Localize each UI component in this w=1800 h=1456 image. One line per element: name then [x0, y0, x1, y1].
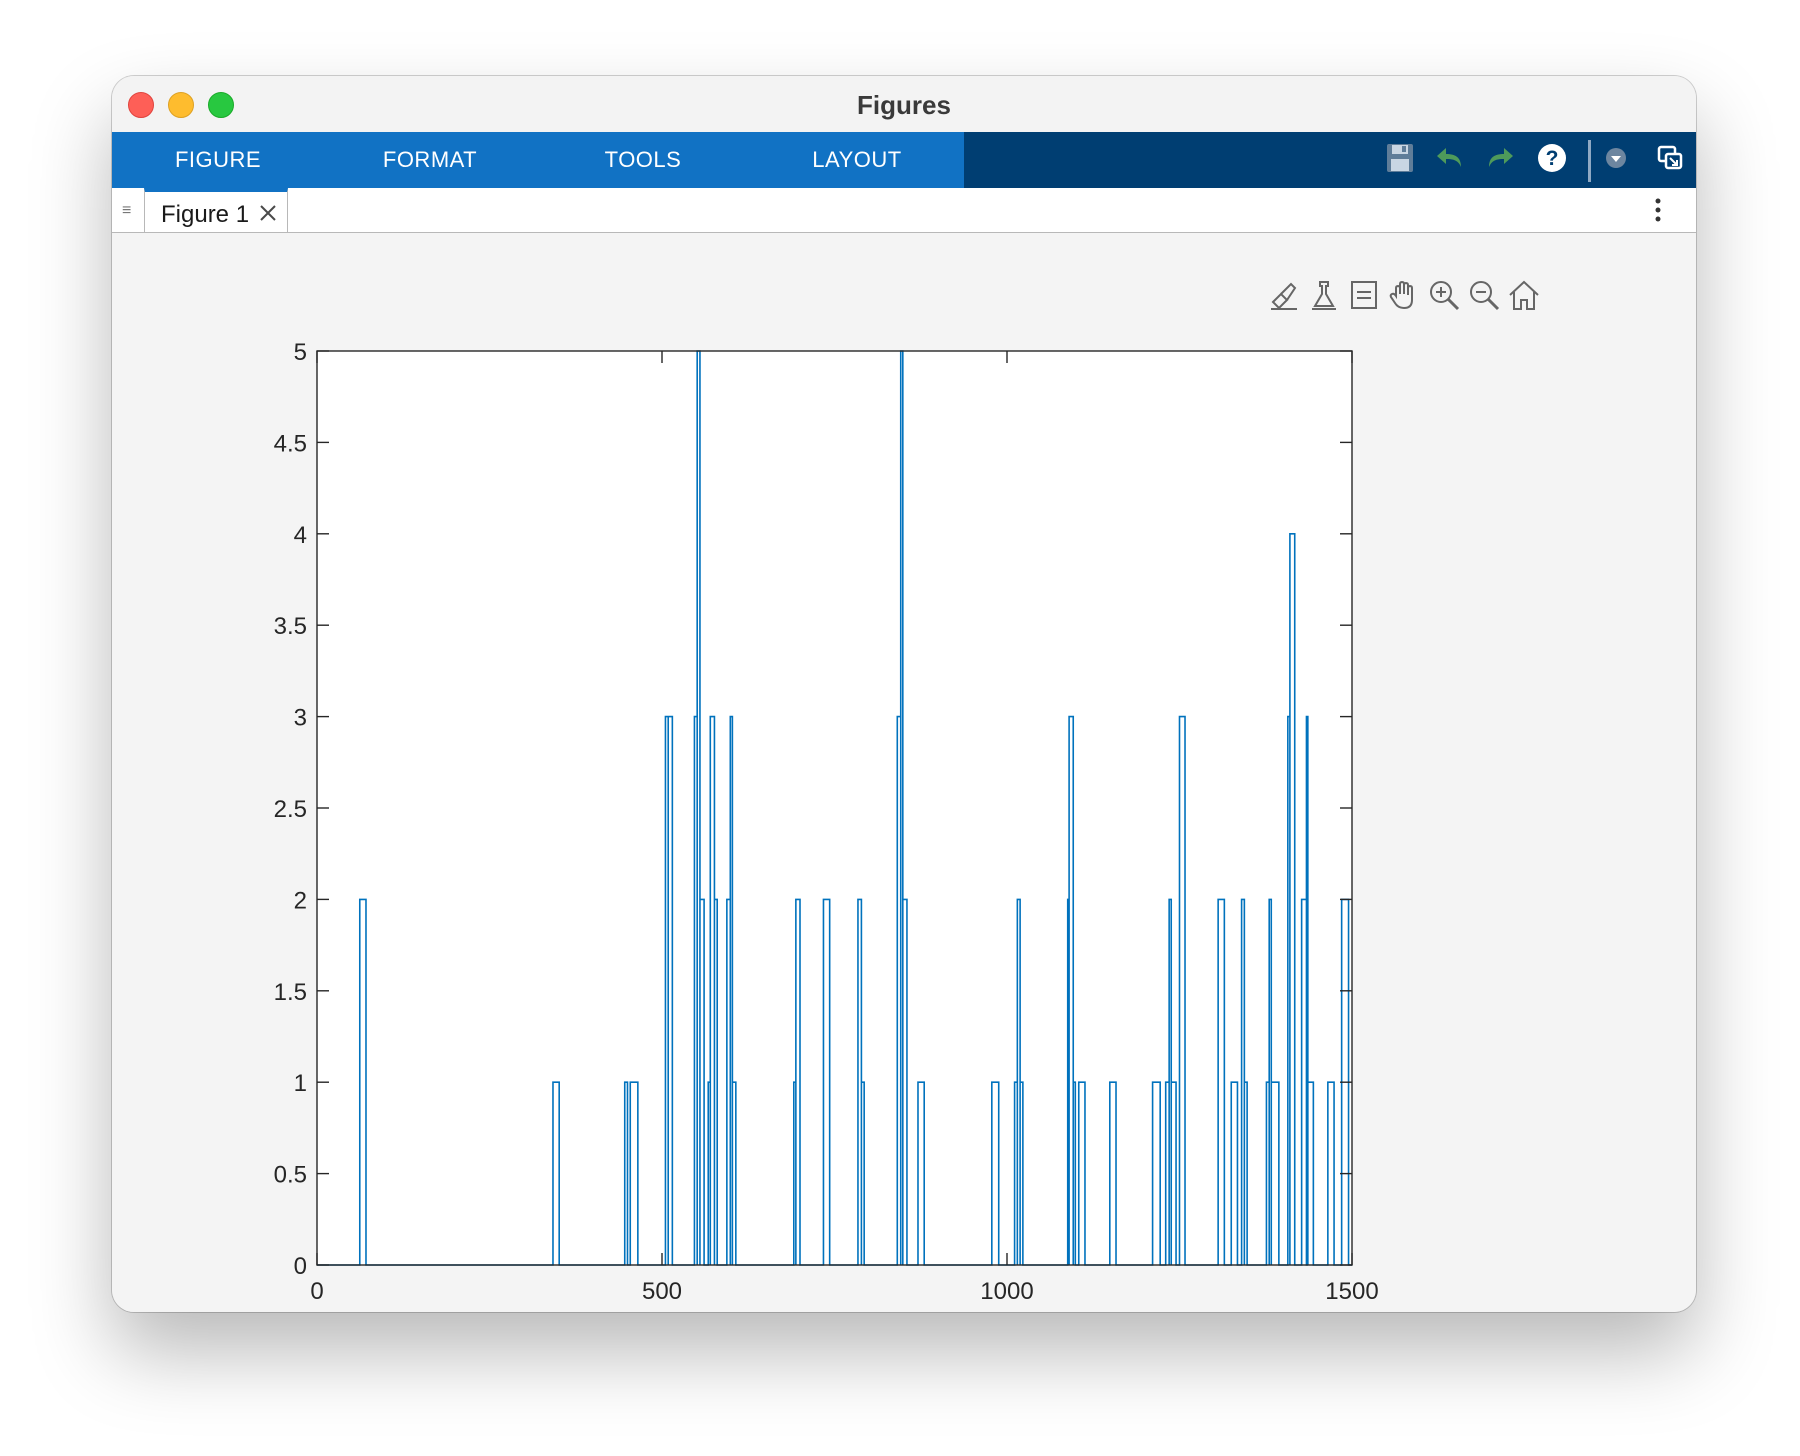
help-button[interactable]: ?: [1532, 132, 1572, 188]
zoom-out-icon[interactable]: [1464, 275, 1504, 315]
axes-toolbar: [1264, 275, 1544, 315]
y-tick-label: 0.5: [274, 1162, 307, 1189]
tab-tools[interactable]: TOOLS: [604, 147, 682, 172]
tab-figure-1[interactable]: Figure 1: [144, 188, 288, 232]
undock-button[interactable]: [1650, 132, 1690, 188]
quick-access-dropdown[interactable]: [1596, 132, 1636, 188]
figure-canvas: 0 500 1000 1500 0 0.5 1 1.5 2 2.5 3 3.5 4 4.5 5: [112, 233, 1696, 1312]
document-tab-strip: ≡ Figure 1: [112, 188, 1696, 233]
data-tips-icon[interactable]: [1304, 275, 1344, 315]
line-chart: 0 500 1000 1500 0 0.5 1 1.5 2 2.5 3 3.5 4 4.5 5: [274, 339, 1379, 1305]
y-tick-label: 2.5: [274, 796, 307, 823]
x-tick-label: 1500: [1325, 1278, 1378, 1305]
redo-button[interactable]: [1480, 132, 1520, 188]
y-tick-label: 4.5: [274, 430, 307, 457]
y-tick-label: 1: [294, 1070, 307, 1097]
more-options-icon[interactable]: [1648, 196, 1668, 224]
save-button[interactable]: [1380, 132, 1420, 188]
window-title: Figures: [857, 90, 951, 120]
figures-window: Figures FIGURE FORMAT TOOLS LAYOUT: [112, 76, 1696, 1312]
drag-handle-icon[interactable]: ≡: [122, 202, 132, 219]
y-tick-label: 0: [294, 1253, 307, 1280]
tab-figure[interactable]: FIGURE: [174, 147, 262, 172]
minimize-window-button[interactable]: [168, 92, 194, 118]
pan-icon[interactable]: [1384, 275, 1424, 315]
y-tick-label: 3.5: [274, 613, 307, 640]
undock-icon: [1657, 145, 1683, 176]
dropdown-icon: [1605, 147, 1627, 174]
series-line: [317, 350, 1352, 1266]
y-tick-label: 5: [294, 339, 307, 366]
tab-figure-1-label: Figure 1: [161, 201, 250, 228]
plot-area: [317, 351, 1352, 1265]
ribbon-tabs: FIGURE FORMAT TOOLS LAYOUT: [112, 132, 964, 188]
legend-icon[interactable]: [1344, 275, 1384, 315]
undo-icon: [1435, 145, 1465, 176]
save-icon: [1386, 143, 1414, 178]
home-icon[interactable]: [1504, 275, 1544, 315]
svg-text:?: ?: [1546, 147, 1559, 170]
brush-icon[interactable]: [1264, 275, 1304, 315]
redo-icon: [1485, 145, 1515, 176]
close-icon[interactable]: [259, 204, 277, 222]
zoom-in-icon[interactable]: [1424, 275, 1464, 315]
y-tick-label: 3: [294, 705, 307, 732]
x-tick-label: 500: [642, 1278, 682, 1305]
y-tick-label: 1.5: [274, 979, 307, 1006]
help-icon: ?: [1537, 143, 1567, 178]
close-window-button[interactable]: [128, 92, 154, 118]
undo-button[interactable]: [1430, 132, 1470, 188]
tab-layout[interactable]: LAYOUT: [812, 147, 902, 172]
ribbon-separator: [1588, 140, 1591, 182]
y-tick-label: 2: [294, 887, 307, 914]
y-tick-label: 4: [294, 522, 307, 549]
tab-format[interactable]: FORMAT: [382, 147, 478, 172]
x-tick-label: 0: [310, 1278, 323, 1305]
zoom-window-button[interactable]: [208, 92, 234, 118]
title-bar[interactable]: Figures: [112, 76, 1696, 132]
ribbon: FIGURE FORMAT TOOLS LAYOUT: [112, 132, 1696, 188]
x-tick-label: 1000: [980, 1278, 1033, 1305]
